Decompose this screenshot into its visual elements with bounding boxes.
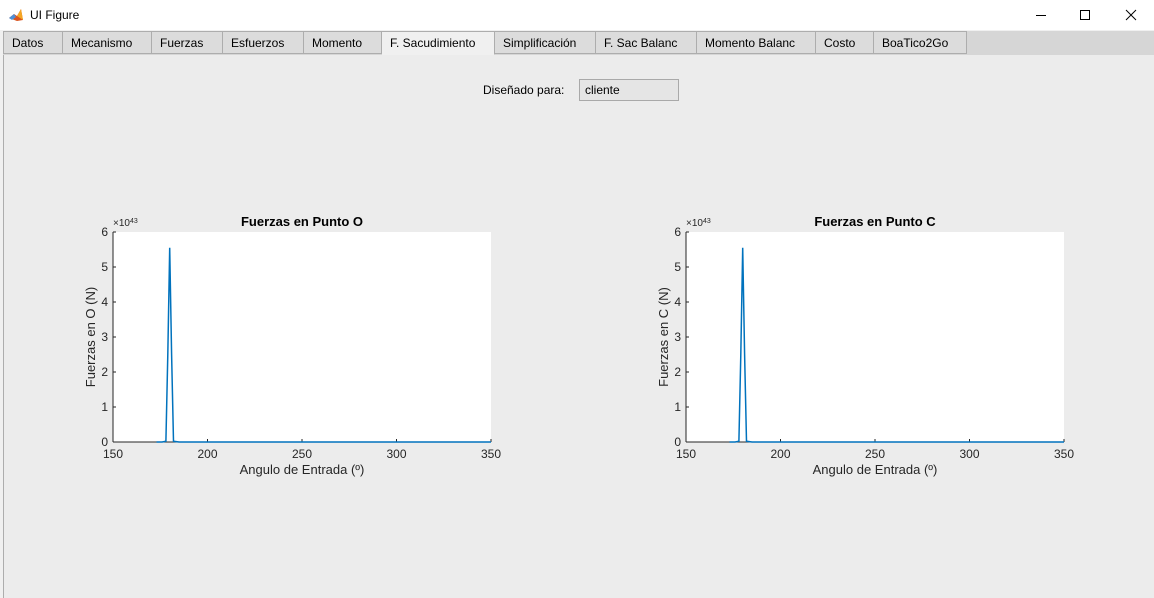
chart-1-title: Fuerzas en Punto C — [814, 214, 936, 229]
chart-1-x-tick-label: 200 — [770, 447, 790, 461]
chart-1-x-tick-label: 300 — [959, 447, 979, 461]
chart-1-x-tick-label: 150 — [676, 447, 696, 461]
chart-1-x-tick-label: 350 — [1054, 447, 1074, 461]
chart-1-x-tick-label: 250 — [865, 447, 885, 461]
chart-1-y-tick-label: 6 — [674, 225, 681, 239]
chart-1-exponent-label: ×1043 — [686, 218, 711, 229]
chart-1-y-tick-label: 1 — [674, 400, 681, 414]
chart-1-y-tick-label: 2 — [674, 365, 681, 379]
chart-1-y-tick-label: 3 — [674, 330, 681, 344]
chart-1-y-tick-label: 5 — [674, 260, 681, 274]
chart-1-exponent-value: 43 — [703, 218, 711, 225]
chart-1-y-tick-label: 4 — [674, 295, 681, 309]
chart-1-x-axis-label: Angulo de Entrada (º) — [813, 462, 938, 477]
chart-1-y-tick-label: 0 — [674, 435, 681, 449]
chart-1-y-axis-label: Fuerzas en C (N) — [656, 287, 671, 387]
